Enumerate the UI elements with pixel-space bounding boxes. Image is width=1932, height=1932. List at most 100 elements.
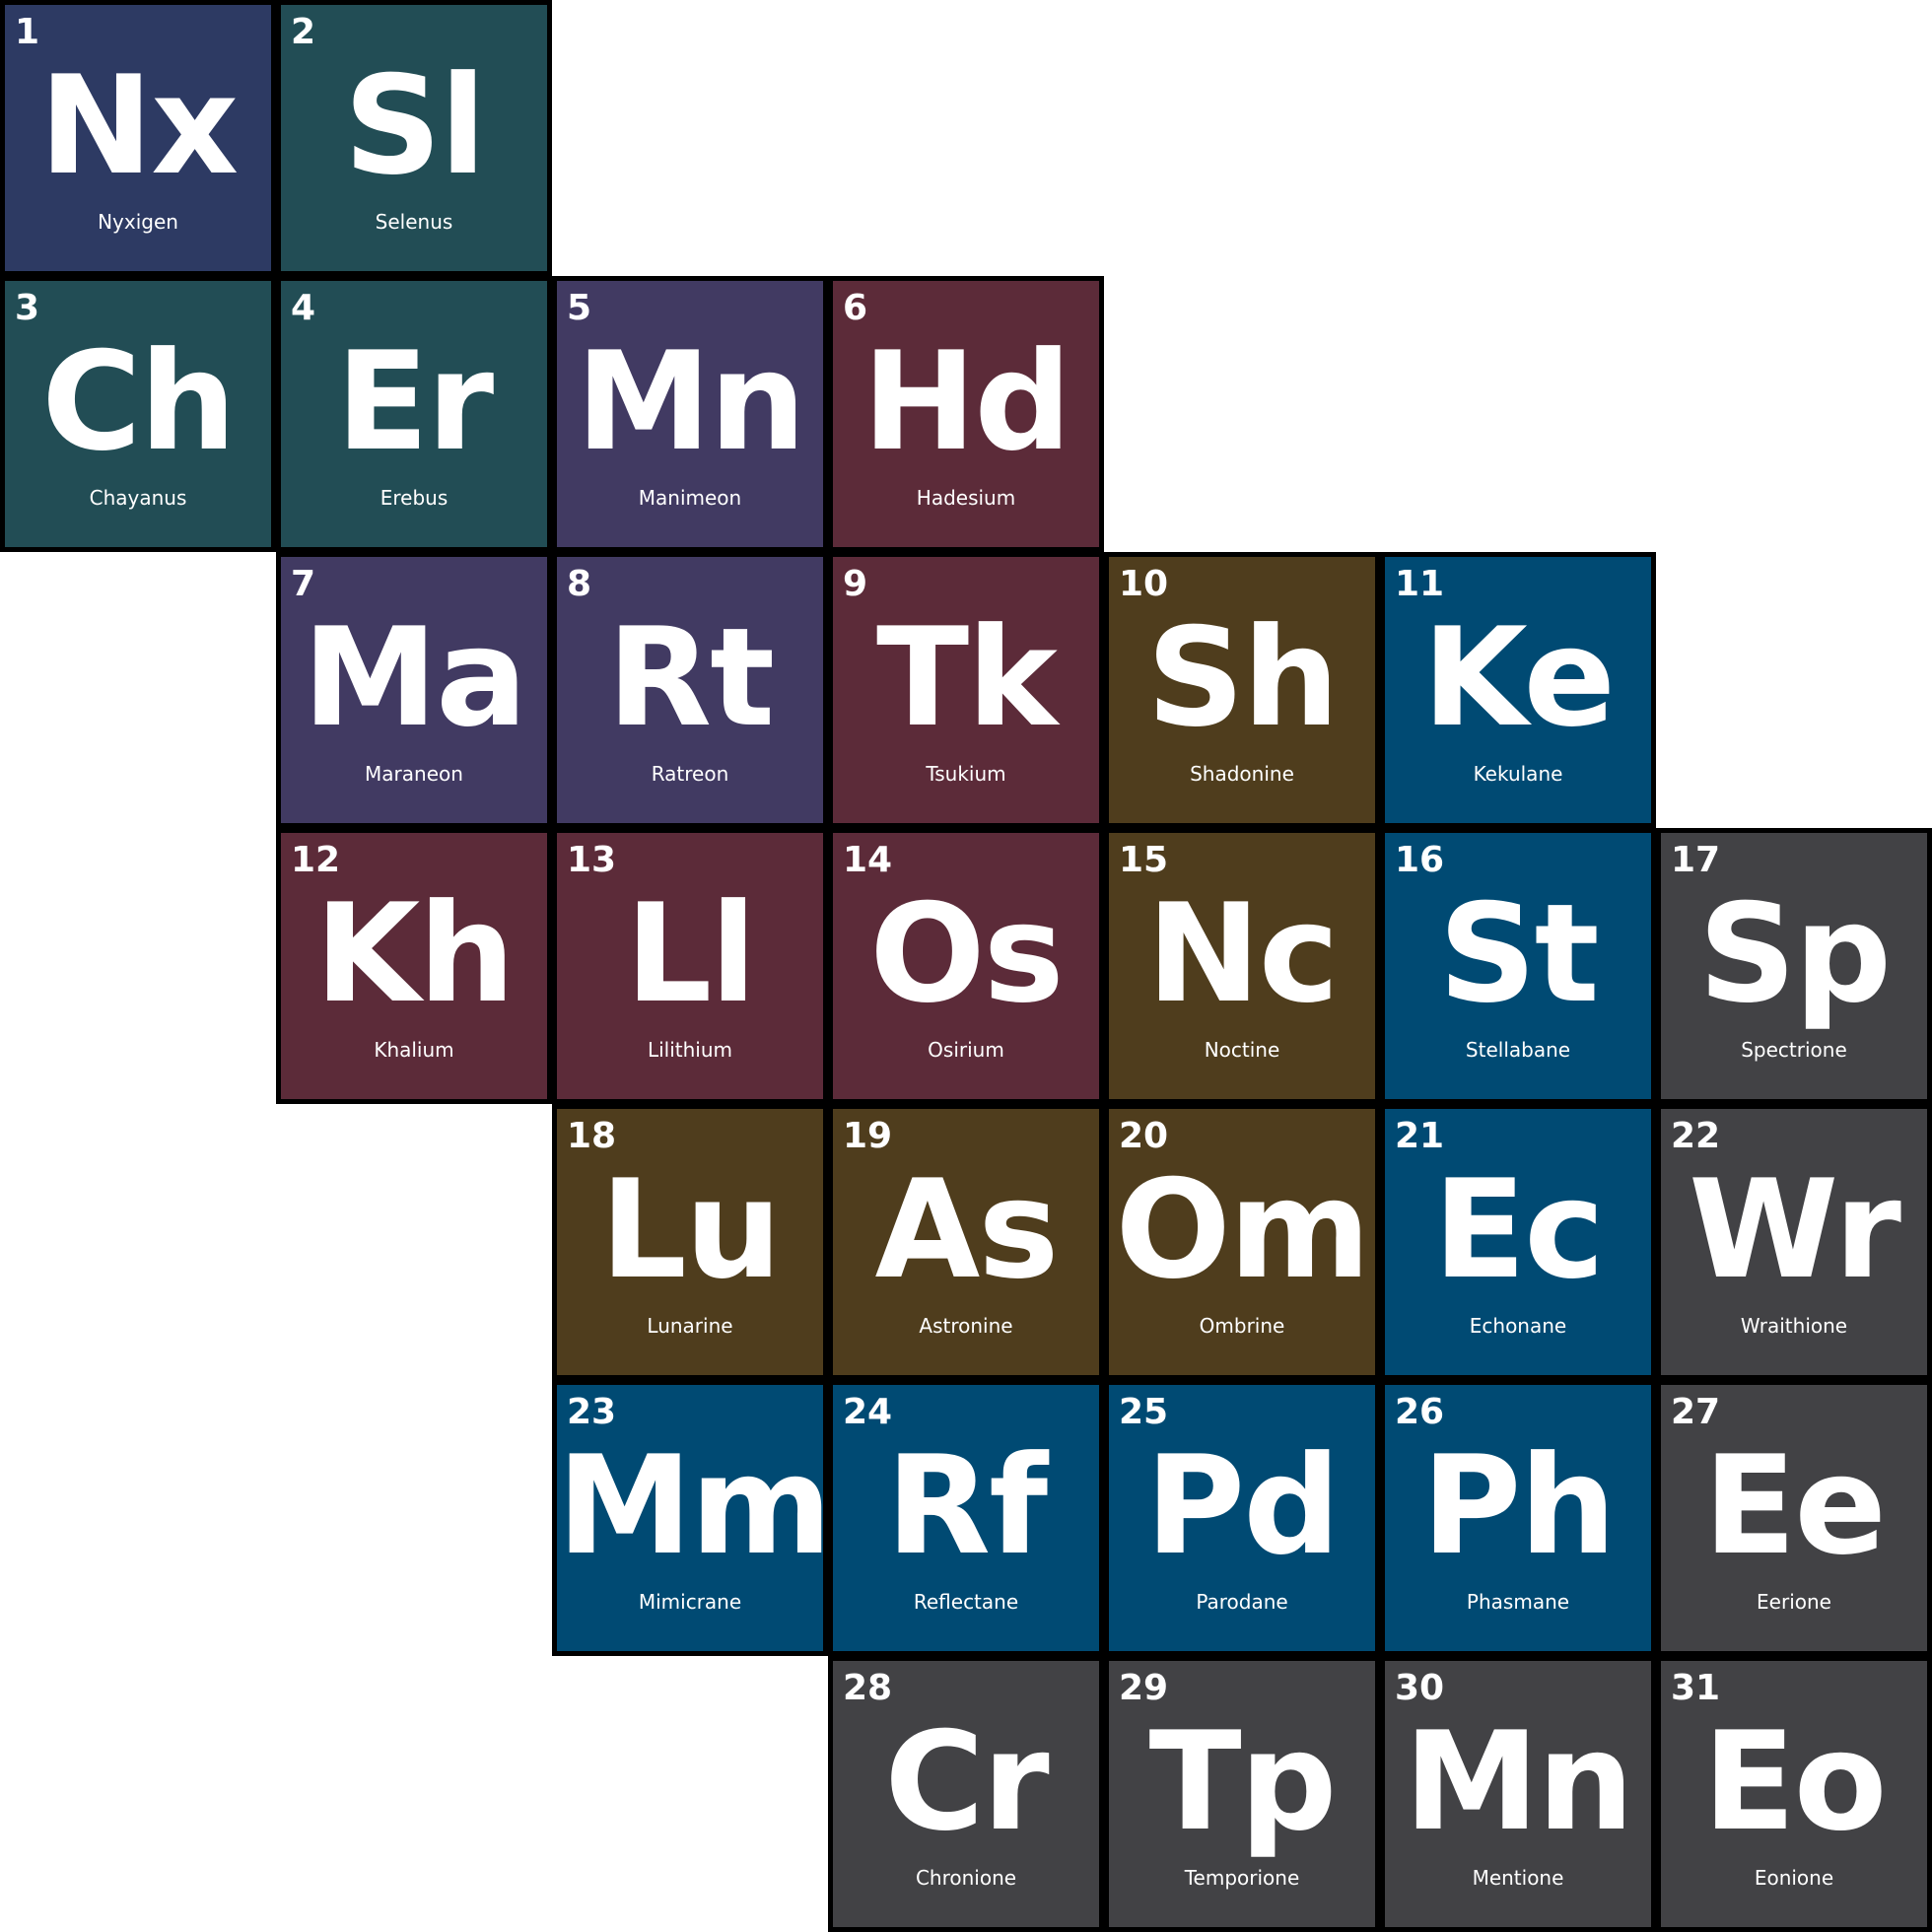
element-symbol: Ph [1421,1426,1616,1585]
atomic-number: 15 [1119,840,1169,880]
element-symbol: Ke [1421,598,1616,757]
element-cell: 17 Sp Spectrione [1656,828,1932,1104]
atomic-number: 10 [1119,564,1169,604]
element-symbol: Nc [1146,874,1339,1033]
atomic-number: 8 [567,564,592,604]
element-name: Chayanus [89,486,187,510]
element-name: Lilithium [647,1038,733,1062]
element-symbol: Er [335,322,494,481]
element-name: Ombrine [1199,1314,1285,1338]
element-cell: 26 Ph Phasmane [1380,1380,1656,1656]
element-cell: 10 Sh Shadonine [1104,552,1380,828]
element-name: Stellabane [1465,1038,1571,1062]
element-symbol: Ee [1703,1426,1887,1585]
element-symbol: Om [1115,1150,1370,1309]
atomic-number: 25 [1119,1392,1169,1432]
element-name: Osirium [928,1038,1004,1062]
element-name: Phasmane [1466,1590,1570,1614]
element-symbol: Tk [876,598,1058,757]
element-cell: 11 Ke Kekulane [1380,552,1656,828]
element-cell: 7 Ma Maraneon [276,552,552,828]
element-name: Selenus [375,210,453,234]
element-name: Noctine [1204,1038,1280,1062]
atomic-number: 21 [1395,1116,1445,1156]
element-name: Temporione [1184,1866,1300,1890]
atomic-number: 2 [291,12,316,52]
element-cell: 12 Kh Khalium [276,828,552,1104]
element-cell: 19 As Astronine [828,1104,1104,1380]
element-cell: 9 Tk Tsukium [828,552,1104,828]
element-symbol: Os [869,874,1064,1033]
element-symbol: St [1438,874,1599,1033]
element-name: Reflectane [913,1590,1019,1614]
atomic-number: 7 [291,564,316,604]
element-symbol: Hd [862,322,1071,481]
element-symbol: Ec [1432,1150,1605,1309]
element-symbol: Sl [343,46,487,205]
atomic-number: 27 [1671,1392,1721,1432]
element-name: Lunarine [647,1314,733,1338]
element-symbol: Wr [1689,1150,1901,1309]
element-symbol: Ll [625,874,756,1033]
element-name: Echonane [1469,1314,1567,1338]
element-cell: 15 Nc Noctine [1104,828,1380,1104]
element-symbol: Nx [38,46,240,205]
element-cell: 21 Ec Echonane [1380,1104,1656,1380]
element-symbol: Sp [1697,874,1892,1033]
element-cell: 20 Om Ombrine [1104,1104,1380,1380]
element-symbol: Mm [557,1426,832,1585]
element-symbol: Sh [1146,598,1340,757]
element-name: Erebus [380,486,448,510]
element-symbol: Rf [885,1426,1048,1585]
element-name: Parodane [1196,1590,1288,1614]
atomic-number: 1 [15,12,40,52]
atomic-number: 13 [567,840,617,880]
element-cell: 16 St Stellabane [1380,828,1656,1104]
atomic-number: 11 [1395,564,1445,604]
element-name: Mentione [1472,1866,1564,1890]
element-name: Maraneon [365,762,463,786]
element-cell: 1 Nx Nyxigen [0,0,276,276]
element-symbol: Pd [1145,1426,1341,1585]
atomic-number: 20 [1119,1116,1169,1156]
element-name: Shadonine [1190,762,1294,786]
element-symbol: Ch [41,322,237,481]
atomic-number: 18 [567,1116,617,1156]
element-symbol: Kh [314,874,515,1033]
element-name: Astronine [919,1314,1013,1338]
atomic-number: 29 [1119,1668,1169,1708]
atomic-number: 28 [843,1668,893,1708]
atomic-number: 19 [843,1116,893,1156]
element-name: Tsukium [926,762,1006,786]
element-symbol: Mn [576,322,806,481]
atomic-number: 4 [291,288,316,328]
element-name: Wraithione [1740,1314,1848,1338]
element-name: Chronione [915,1866,1017,1890]
element-symbol: Mn [1404,1702,1634,1861]
element-symbol: Tp [1148,1702,1338,1861]
element-name: Mimicrane [638,1590,742,1614]
element-cell: 3 Ch Chayanus [0,276,276,552]
atomic-number: 22 [1671,1116,1721,1156]
atomic-number: 5 [567,288,592,328]
element-cell: 22 Wr Wraithione [1656,1104,1932,1380]
element-cell: 2 Sl Selenus [276,0,552,276]
element-symbol: Ma [302,598,527,757]
atomic-number: 17 [1671,840,1721,880]
atomic-number: 9 [843,564,868,604]
element-cell: 5 Mn Manimeon [552,276,828,552]
atomic-number: 12 [291,840,341,880]
atomic-number: 6 [843,288,868,328]
element-name: Spectrione [1741,1038,1847,1062]
element-cell: 27 Ee Eerione [1656,1380,1932,1656]
element-cell: 25 Pd Parodane [1104,1380,1380,1656]
element-name: Khalium [374,1038,454,1062]
element-cell: 13 Ll Lilithium [552,828,828,1104]
element-cell: 31 Eo Eonione [1656,1656,1932,1932]
element-name: Eerione [1757,1590,1831,1614]
element-name: Nyxigen [98,210,178,234]
element-symbol: As [874,1150,1060,1309]
element-symbol: Rt [606,598,775,757]
element-cell: 4 Er Erebus [276,276,552,552]
